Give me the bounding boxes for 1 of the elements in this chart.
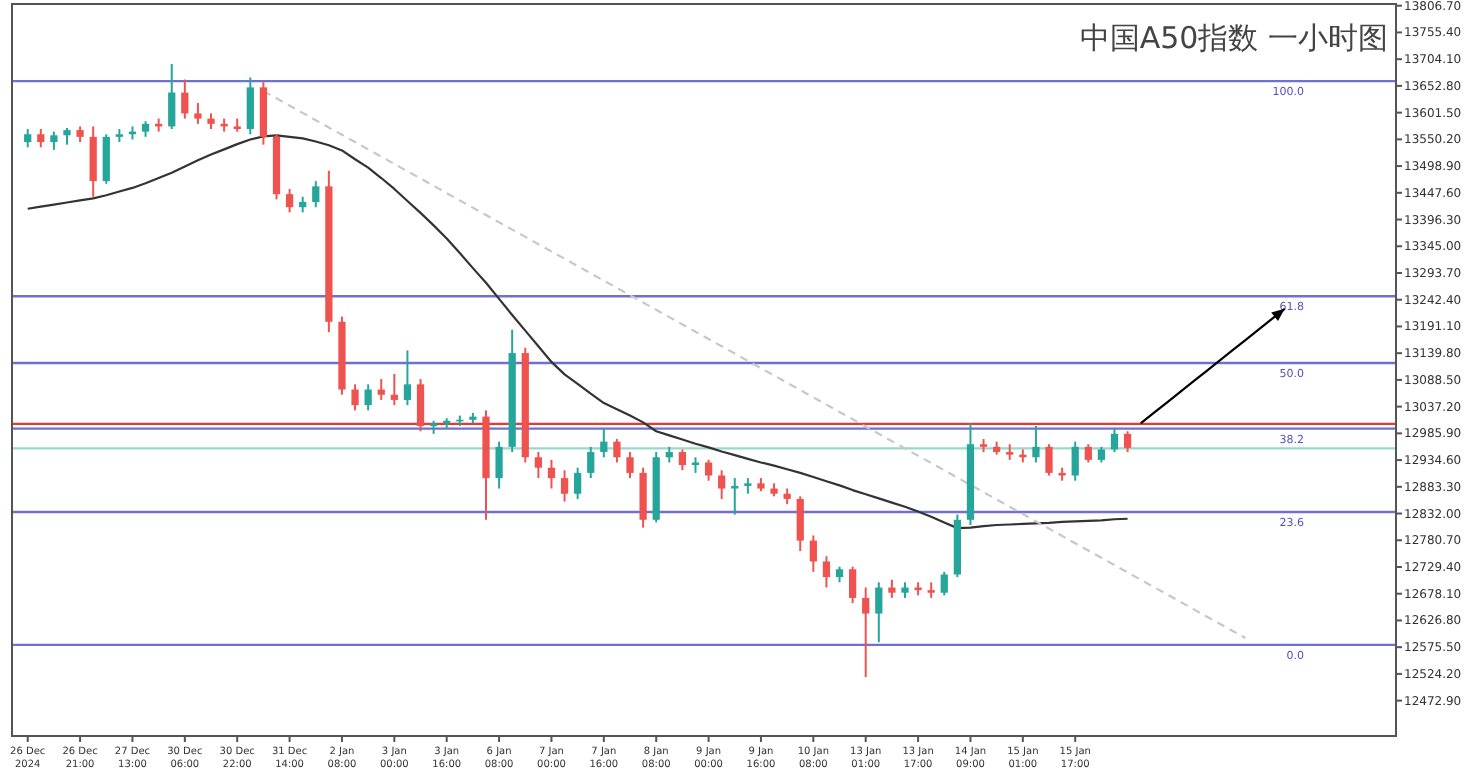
text: 中国A50指数 一小时图	[1079, 20, 1388, 56]
